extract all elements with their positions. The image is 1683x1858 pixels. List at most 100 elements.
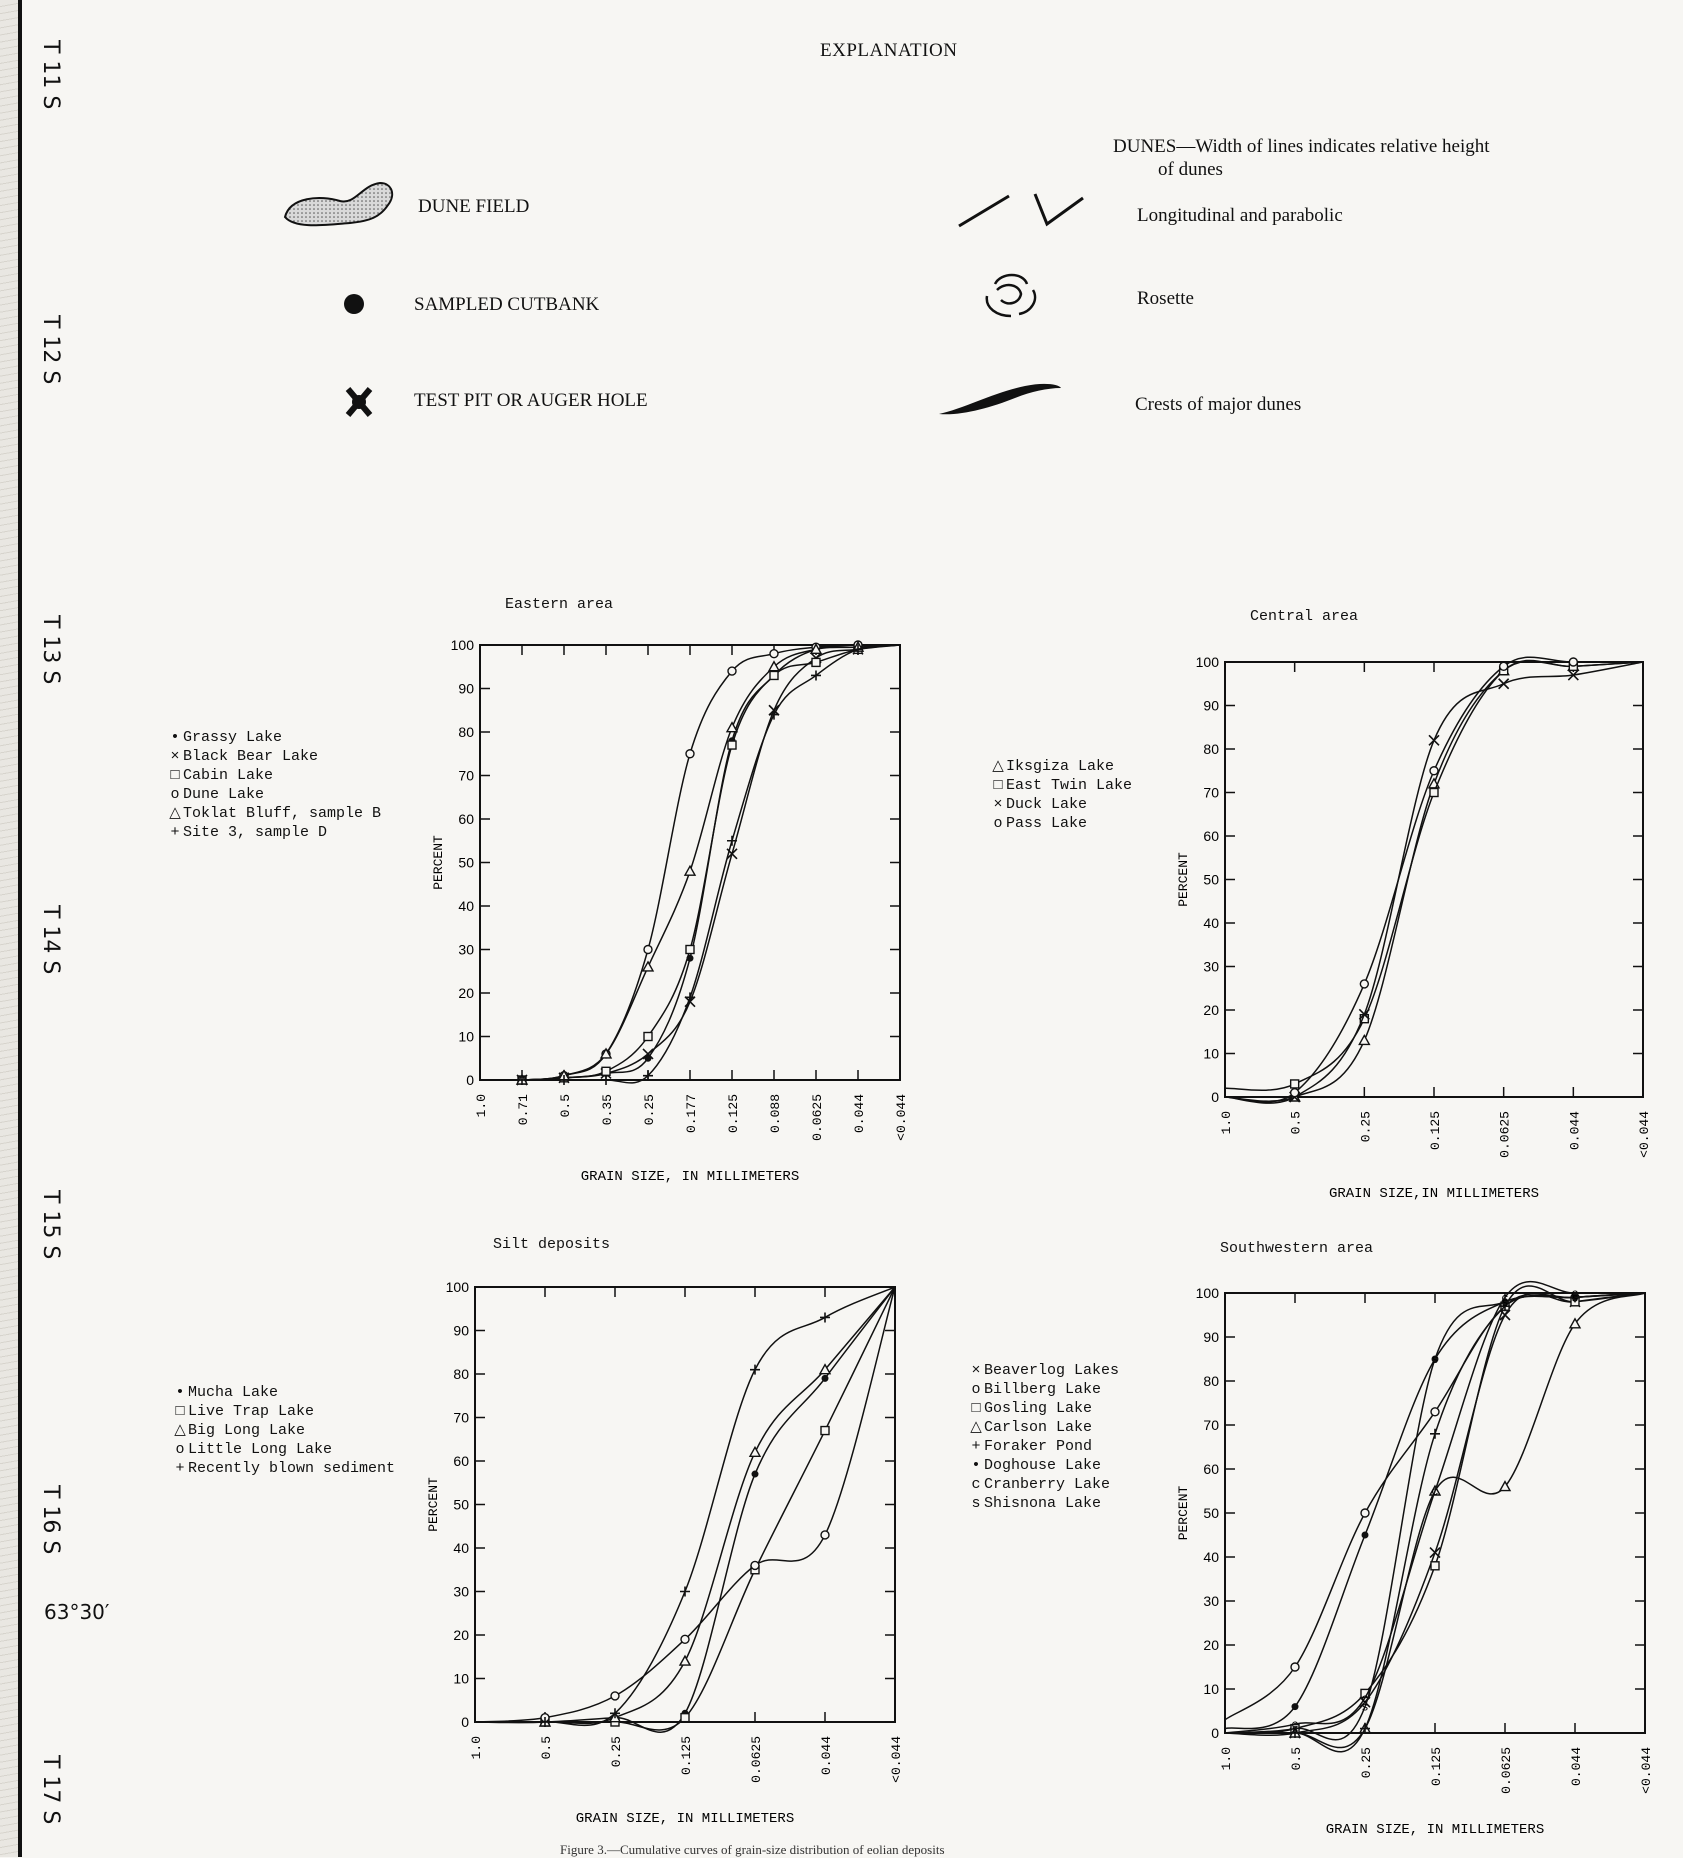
- y-tick-label: 40: [453, 1540, 469, 1556]
- legend-label: Site 3, sample D: [183, 824, 328, 841]
- point-marker: c: [1291, 1718, 1298, 1732]
- x-axis-label: GRAIN SIZE, IN MILLIMETERS: [581, 1169, 799, 1185]
- y-tick-label: 40: [458, 898, 474, 914]
- point-marker: [727, 740, 737, 750]
- point-marker: [1289, 1079, 1300, 1089]
- y-tick-label: 90: [1203, 698, 1219, 714]
- legend-symbol: □: [170, 767, 180, 784]
- point-marker: [750, 1560, 760, 1571]
- legend-symbol: c: [971, 1476, 981, 1493]
- x-tick-label: 0.25: [1358, 1111, 1373, 1142]
- legend-symbol: o: [175, 1441, 185, 1458]
- legend-item: × Duck Lake: [990, 795, 1132, 814]
- point-marker: [1428, 734, 1440, 746]
- point-marker: [820, 1425, 830, 1436]
- point-marker: [727, 835, 737, 846]
- y-tick-label: 60: [1203, 1461, 1219, 1477]
- legend-item: • Mucha Lake: [172, 1383, 395, 1402]
- series-duck-lake: [1224, 661, 1644, 1104]
- series-dune-lake: [479, 640, 901, 1085]
- legend-item: o Pass Lake: [990, 814, 1132, 833]
- y-tick-label: 30: [453, 1584, 469, 1600]
- y-tick-label: 40: [1203, 1549, 1219, 1565]
- y-tick-label: 100: [1196, 1285, 1220, 1301]
- x-tick-label: 0.044: [819, 1736, 834, 1775]
- point-marker: [678, 1654, 692, 1666]
- dunes-heading-continued: of dunes: [1158, 159, 1223, 180]
- y-tick-label: 20: [1203, 1002, 1219, 1018]
- point-marker: [769, 709, 779, 720]
- legend-symbol: □: [175, 1403, 185, 1420]
- legend-label: East Twin Lake: [1006, 777, 1133, 794]
- x-tick-label: 0.125: [1428, 1111, 1443, 1150]
- legend-label: Pass Lake: [1006, 815, 1088, 832]
- plot-frame: [1224, 661, 1644, 1098]
- series-line: [1224, 1285, 1646, 1734]
- series-line: [479, 644, 901, 1081]
- point-marker: s: [1361, 1701, 1368, 1715]
- legend-symbol: s: [971, 1495, 981, 1512]
- y-tick-label: 10: [458, 1029, 474, 1045]
- x-tick-label: 0.0625: [1499, 1747, 1514, 1794]
- point-marker: [809, 642, 823, 655]
- series-shisnona-lake: s s s s s: [1224, 1291, 1646, 1741]
- point-marker: [1361, 1531, 1369, 1539]
- point-marker: [821, 1374, 829, 1382]
- point-marker: [769, 670, 779, 681]
- legend-symbol: •: [170, 729, 180, 746]
- point-marker: [1290, 1728, 1300, 1738]
- legend-item: □ Gosling Lake: [968, 1399, 1119, 1418]
- legend-item: + Recently blown sediment: [172, 1459, 395, 1478]
- x-axis-label: GRAIN SIZE, IN MILLIMETERS: [576, 1811, 794, 1827]
- point-marker: [1568, 1317, 1582, 1329]
- legend-symbol: △: [174, 1422, 186, 1439]
- crests-label: Crests of major dunes: [1135, 394, 1302, 415]
- legend-label: Grassy Lake: [183, 729, 283, 746]
- legend-symbol: +: [971, 1438, 981, 1455]
- point-marker: [750, 1364, 760, 1375]
- x-tick-label: 0.5: [1289, 1111, 1304, 1134]
- legend-symbol: ×: [993, 796, 1003, 813]
- point-marker: [748, 1445, 762, 1457]
- series-line: [479, 644, 901, 1084]
- silt-deposits-chart: 0 10 20 30 40 50 60 70 80 90 100 1.0 0.5 0.25 0.125 0.0…: [426, 1279, 904, 1827]
- point-marker: [811, 670, 821, 681]
- y-tick-label: 30: [1203, 1593, 1219, 1609]
- point-marker: [685, 944, 695, 955]
- legend-item: o Billberg Lake: [968, 1380, 1119, 1399]
- dune-field-label: DUNE FIELD: [418, 196, 530, 217]
- point-marker: [1289, 1087, 1300, 1098]
- point-marker: [685, 992, 695, 1003]
- legend-label: Cabin Lake: [183, 767, 274, 784]
- point-marker: [683, 864, 697, 876]
- legend-symbol: ×: [971, 1362, 981, 1379]
- point-marker: [811, 657, 821, 668]
- y-tick-label: 80: [1203, 1373, 1219, 1389]
- x-tick-label: 0.35: [600, 1094, 615, 1125]
- x-tick-label: 1.0: [1219, 1747, 1234, 1770]
- point-marker: [599, 1047, 613, 1059]
- central-area-chart: 0 10 20 30 40 50 60 70 80 90 100 1.0 0.5 0.25 0.125 0.0…: [1176, 654, 1652, 1200]
- point-marker: [1360, 1723, 1370, 1734]
- legend-symbol: +: [170, 824, 180, 841]
- x-tick-label: 0.0625: [1498, 1111, 1513, 1158]
- x-tick-label: 0.5: [558, 1094, 573, 1117]
- silt-deposits-legend: • Mucha Lake □ Live Trap Lake △ Big Long Lake…: [172, 1383, 395, 1478]
- eastern-area-chart: 0 10 20 30 40 50 60 70 80 90 100 1.0 0.71 0.5 0.35 0.25…: [431, 637, 909, 1185]
- point-marker: [642, 1048, 654, 1060]
- eastern-area-legend: • Grassy Lake × Black Bear Lake □ Cabin Lake o…: [167, 728, 381, 842]
- series-toklat-bluff-sample-b: [479, 640, 901, 1085]
- y-tick-label: 60: [1203, 828, 1219, 844]
- legend-item: △ Carlson Lake: [968, 1418, 1119, 1437]
- point-marker: [1429, 766, 1439, 776]
- point-marker: [1498, 678, 1510, 690]
- x-tick-label: 0.0625: [749, 1736, 764, 1783]
- legend-label: Live Trap Lake: [188, 1403, 315, 1420]
- legend-item: • Grassy Lake: [167, 728, 381, 747]
- point-marker: c: [1501, 1291, 1508, 1305]
- legend-symbol: •: [175, 1384, 185, 1401]
- legend-label: Beaverlog Lakes: [984, 1362, 1120, 1379]
- sampled-cutbank-label: SAMPLED CUTBANK: [414, 294, 600, 315]
- series-line: [1224, 1292, 1646, 1741]
- point-marker: s: [1431, 1353, 1438, 1367]
